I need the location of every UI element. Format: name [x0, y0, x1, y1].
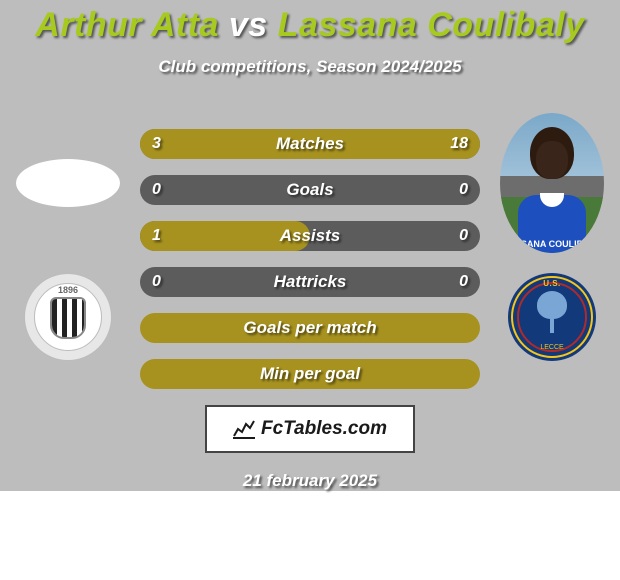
- bar-value-left: 1: [152, 221, 161, 251]
- udinese-shield: [50, 297, 86, 339]
- stat-row-goals-per-match: Goals per match: [140, 313, 480, 343]
- lecce-tree: [537, 291, 567, 333]
- footer-date: 21 february 2025: [0, 471, 620, 491]
- stat-row-matches: Matches3 18: [140, 129, 480, 159]
- title-player2: Lassana Coulibaly: [278, 6, 585, 44]
- bar-label: Goals per match: [140, 313, 480, 343]
- stat-bars: Matches318Goals00Assists10Hattricks00Goa…: [140, 113, 480, 389]
- stat-row-min-per-goal: Min per goal: [140, 359, 480, 389]
- photo-face: [536, 141, 568, 179]
- lecce-bottom-label: LECCE: [508, 344, 596, 351]
- title-vs: vs: [229, 6, 268, 44]
- bar-value-right: 0: [459, 267, 468, 297]
- content-area: 1896 SANA COULIB U.S.: [0, 113, 620, 389]
- bar-value-left: 0: [152, 175, 161, 205]
- subtitle: Club competitions, Season 2024/2025: [0, 57, 620, 77]
- page-title: Arthur Atta vs Lassana Coulibaly: [0, 0, 620, 45]
- bar-label: Goals: [140, 175, 480, 205]
- comparison-card: Arthur Atta vs Lassana Coulibaly Club co…: [0, 0, 620, 491]
- bar-label: Min per goal: [140, 359, 480, 389]
- player1-photo-blank-oval: [16, 159, 120, 207]
- udinese-stripes: [52, 299, 84, 337]
- lecce-tree-trunk: [550, 317, 554, 333]
- chart-icon: [233, 419, 255, 439]
- player2-photo: SANA COULIB: [500, 113, 604, 253]
- bar-value-right: 0: [459, 175, 468, 205]
- bar-value-right: 18: [450, 129, 468, 159]
- bar-value-left: 0: [152, 267, 161, 297]
- lecce-top-label: U.S.: [508, 279, 596, 288]
- bar-value-right: 0: [459, 221, 468, 251]
- player1-photo: [16, 113, 120, 253]
- player2-column: SANA COULIB U.S. LECCE: [492, 113, 612, 361]
- player2-club-badge: U.S. LECCE: [508, 273, 596, 361]
- stat-row-assists: Assists1 0: [140, 221, 480, 251]
- photo-jersey-text: SANA COULIB: [500, 239, 604, 249]
- bar-label: Matches: [140, 129, 480, 159]
- bar-value-left: 3: [152, 129, 161, 159]
- stat-row-hattricks: Hattricks0 0: [140, 267, 480, 297]
- player1-column: 1896: [8, 113, 128, 361]
- player1-club-badge: 1896: [24, 273, 112, 361]
- brand-pill[interactable]: FcTables.com: [205, 405, 415, 453]
- stat-row-goals: Goals0 0: [140, 175, 480, 205]
- bar-label: Hattricks: [140, 267, 480, 297]
- bar-label: Assists: [140, 221, 480, 251]
- lecce-tree-crown: [537, 291, 567, 319]
- udinese-year: 1896: [24, 285, 112, 295]
- brand-text: FcTables.com: [261, 418, 387, 440]
- title-player1: Arthur Atta: [35, 6, 219, 44]
